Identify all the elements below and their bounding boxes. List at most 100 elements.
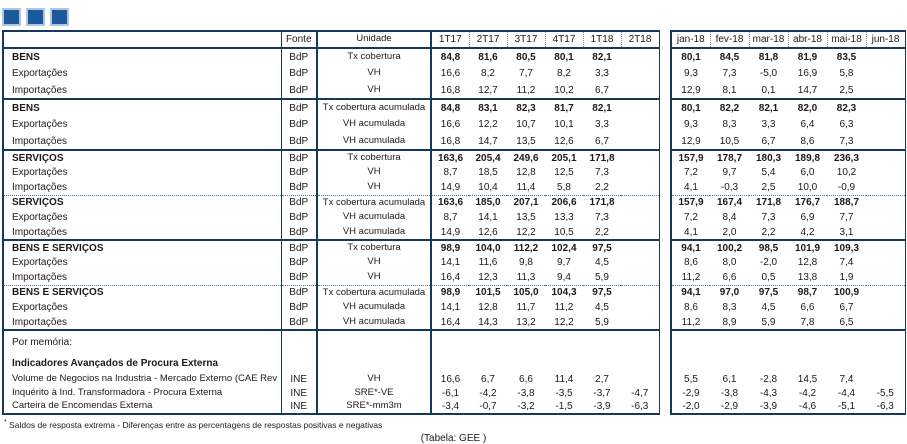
- cell-quarter-value: 5,9: [595, 271, 609, 283]
- cell-unidade: VH: [317, 82, 432, 99]
- cell-unidade: Tx cobertura acumulada: [317, 98, 432, 116]
- cell-month-value: 8,1: [722, 84, 737, 96]
- cell-quarter-value: 98,9: [431, 284, 469, 300]
- cell-quarter-value: [431, 350, 469, 372]
- cell-quarter-value: 13,3: [554, 212, 574, 223]
- col-header-month: mai-18: [826, 30, 866, 49]
- cell-month-value: [866, 116, 906, 133]
- cell-quarter-value: [621, 270, 660, 285]
- cell-month-value: 100,2: [710, 239, 749, 255]
- cell-month-value: [866, 350, 906, 372]
- cell-month-value: -0,9: [837, 181, 856, 193]
- header-row: Fonte Unidade 1T17 2T17 3T17 4T17 1T18 2…: [2, 30, 906, 49]
- cell-month-value: [866, 133, 906, 150]
- cell-quarter-value: 2,7: [595, 373, 609, 385]
- cell-quarter-value: 112,2: [507, 239, 545, 255]
- cell-month-value: [866, 315, 906, 330]
- cell-month-value: 4,1: [670, 225, 710, 240]
- cell-fonte: BdP: [280, 98, 318, 116]
- cell-month-value: -2,9: [710, 400, 749, 415]
- cell-quarter-value: [621, 194, 660, 210]
- cell-quarter-value: 82,1: [592, 51, 612, 63]
- cell-quarter-value: 10,7: [516, 119, 536, 130]
- cell-quarter-value: 11,2: [516, 84, 536, 96]
- cell-quarter-value: [583, 329, 621, 350]
- column-gap: [659, 65, 671, 82]
- cell-quarter-value: [507, 329, 545, 350]
- table-row: BENS BdP Tx cobertura 84,8 81,6 80,5 80,1 82,1 8…: [2, 48, 906, 65]
- cell-label: Importações: [2, 82, 282, 99]
- cell-fonte: BdP: [280, 116, 318, 133]
- cell-month-value: -3,9: [749, 400, 788, 415]
- cell-fonte: BdP: [280, 255, 318, 270]
- cell-quarter-value: 3,3: [595, 68, 609, 79]
- cell-month-value: [866, 48, 906, 65]
- cell-month-value: 94,1: [670, 284, 710, 300]
- cell-month-value: 4,2: [800, 226, 815, 238]
- cell-quarter-value: -1,5: [545, 400, 583, 415]
- cell-month-value: 101,9: [788, 239, 827, 255]
- cell-month-value: 189,8: [788, 149, 827, 165]
- col-header-month: abr-18: [787, 30, 827, 49]
- cell-quarter-value: 249,6: [507, 149, 545, 165]
- cell-quarter-value: 11,7: [516, 302, 536, 313]
- cell-quarter-value: [621, 239, 660, 255]
- cell-quarter-value: [621, 372, 660, 386]
- cell-month-value: [866, 300, 906, 315]
- cell-month-value: -5,0: [759, 68, 778, 79]
- cell-quarter-value: [621, 210, 660, 225]
- column-gap: [659, 48, 671, 65]
- cell-month-value: 98,7: [788, 284, 827, 300]
- cell-label: BENS E SERVIÇOS: [2, 284, 282, 300]
- table-row: SERVIÇOS BdP Tx cobertura 163,6 205,4 249,6 20…: [2, 149, 906, 165]
- col-header-month: fev-18: [709, 30, 749, 49]
- cell-quarter-value: 97,5: [583, 284, 621, 300]
- cell-quarter-value: 81,6: [478, 51, 498, 63]
- cell-month-value: 178,7: [710, 149, 749, 165]
- cell-quarter-value: 163,6: [431, 194, 469, 210]
- cell-month-value: 9,3: [670, 65, 710, 82]
- cell-month-value: [788, 350, 827, 372]
- cell-unidade: VH acumulada: [317, 116, 432, 133]
- cell-quarter-value: 3,3: [595, 119, 609, 130]
- table-body: BENS BdP Tx cobertura 84,8 81,6 80,5 80,1 82,1 8…: [2, 48, 906, 415]
- cell-quarter-value: 14,9: [440, 226, 461, 238]
- cell-month-value: [866, 255, 906, 270]
- cell-label: BENS E SERVIÇOS: [2, 239, 282, 255]
- col-header-unidade: Unidade: [317, 30, 432, 49]
- cell-unidade: Tx cobertura acumulada: [317, 194, 432, 210]
- cell-quarter-value: 4,5: [595, 302, 609, 313]
- cell-label: Exportações: [2, 210, 282, 225]
- cell-quarter-value: 101,5: [469, 284, 507, 300]
- cell-quarter-value: 16,4: [440, 271, 461, 283]
- cell-fonte: INE: [280, 386, 318, 400]
- cell-month-value: 7,7: [839, 212, 854, 223]
- column-gap: [659, 225, 671, 240]
- cell-month-value: 94,1: [670, 239, 710, 255]
- cell-month-value: 6,7: [761, 135, 776, 147]
- cell-month-value: 7,3: [722, 68, 737, 79]
- cell-quarter-value: 4,5: [595, 257, 609, 268]
- cell-month-value: 12,9: [670, 133, 710, 150]
- cell-month-value: -6,3: [866, 400, 906, 415]
- cell-month-value: 7,4: [839, 373, 854, 385]
- col-header-quarter: 2T18: [620, 30, 660, 49]
- cell-month-value: 6,0: [800, 167, 815, 178]
- table-row: Exportações BdP VH 16,6 8,2 7,7 8,2 3,3 9,3 7,3 -5…: [2, 65, 906, 82]
- cell-month-value: 3,3: [761, 119, 776, 130]
- cell-unidade: [317, 350, 432, 372]
- cell-unidade: Tx cobertura: [317, 48, 432, 65]
- table-row: Importações BdP VH acumulada 14,9 12,6 12,2 10…: [2, 225, 906, 240]
- table-row: BENS BdP Tx cobertura acumulada 84,8 83,1 82,…: [2, 98, 906, 116]
- cell-month-value: 8,6: [800, 135, 815, 147]
- cell-month-value: -4,2: [798, 387, 817, 399]
- memo-row: Volume de Negocios na Industria - Mercad…: [2, 372, 906, 386]
- table-row: Exportações BdP VH acumulada 16,6 12,2 10,7 10…: [2, 116, 906, 133]
- cell-fonte: INE: [280, 372, 318, 386]
- cell-unidade: VH acumulada: [317, 210, 432, 225]
- cell-quarter-value: 13,5: [516, 135, 536, 147]
- cell-fonte: BdP: [280, 194, 318, 210]
- cell-quarter-value: [621, 98, 660, 116]
- footnote-text: Saldos de resposta extrema - Diferenças …: [9, 419, 383, 430]
- cell-quarter-value: [621, 300, 660, 315]
